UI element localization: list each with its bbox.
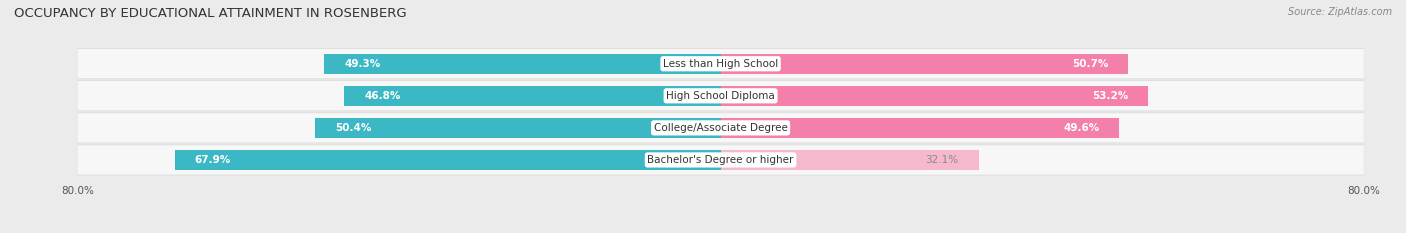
Text: 49.6%: 49.6% — [1063, 123, 1099, 133]
Bar — [721, 54, 1128, 74]
FancyBboxPatch shape — [77, 81, 1364, 111]
Bar — [315, 118, 721, 138]
Text: 50.4%: 50.4% — [336, 123, 371, 133]
Text: 50.7%: 50.7% — [1071, 59, 1108, 69]
Text: 32.1%: 32.1% — [925, 155, 959, 165]
Bar — [344, 86, 721, 106]
Text: College/Associate Degree: College/Associate Degree — [654, 123, 787, 133]
Text: 46.8%: 46.8% — [364, 91, 401, 101]
Bar — [721, 86, 1149, 106]
Text: Source: ZipAtlas.com: Source: ZipAtlas.com — [1288, 7, 1392, 17]
Text: Bachelor's Degree or higher: Bachelor's Degree or higher — [647, 155, 794, 165]
Bar — [721, 118, 1119, 138]
FancyBboxPatch shape — [77, 145, 1364, 175]
Text: 67.9%: 67.9% — [194, 155, 231, 165]
Text: 49.3%: 49.3% — [344, 59, 381, 69]
FancyBboxPatch shape — [77, 113, 1364, 143]
Text: High School Diploma: High School Diploma — [666, 91, 775, 101]
FancyBboxPatch shape — [77, 49, 1364, 79]
Bar — [174, 150, 721, 170]
Bar — [721, 150, 979, 170]
Text: OCCUPANCY BY EDUCATIONAL ATTAINMENT IN ROSENBERG: OCCUPANCY BY EDUCATIONAL ATTAINMENT IN R… — [14, 7, 406, 20]
Text: Less than High School: Less than High School — [664, 59, 778, 69]
Bar — [325, 54, 721, 74]
Text: 53.2%: 53.2% — [1092, 91, 1128, 101]
